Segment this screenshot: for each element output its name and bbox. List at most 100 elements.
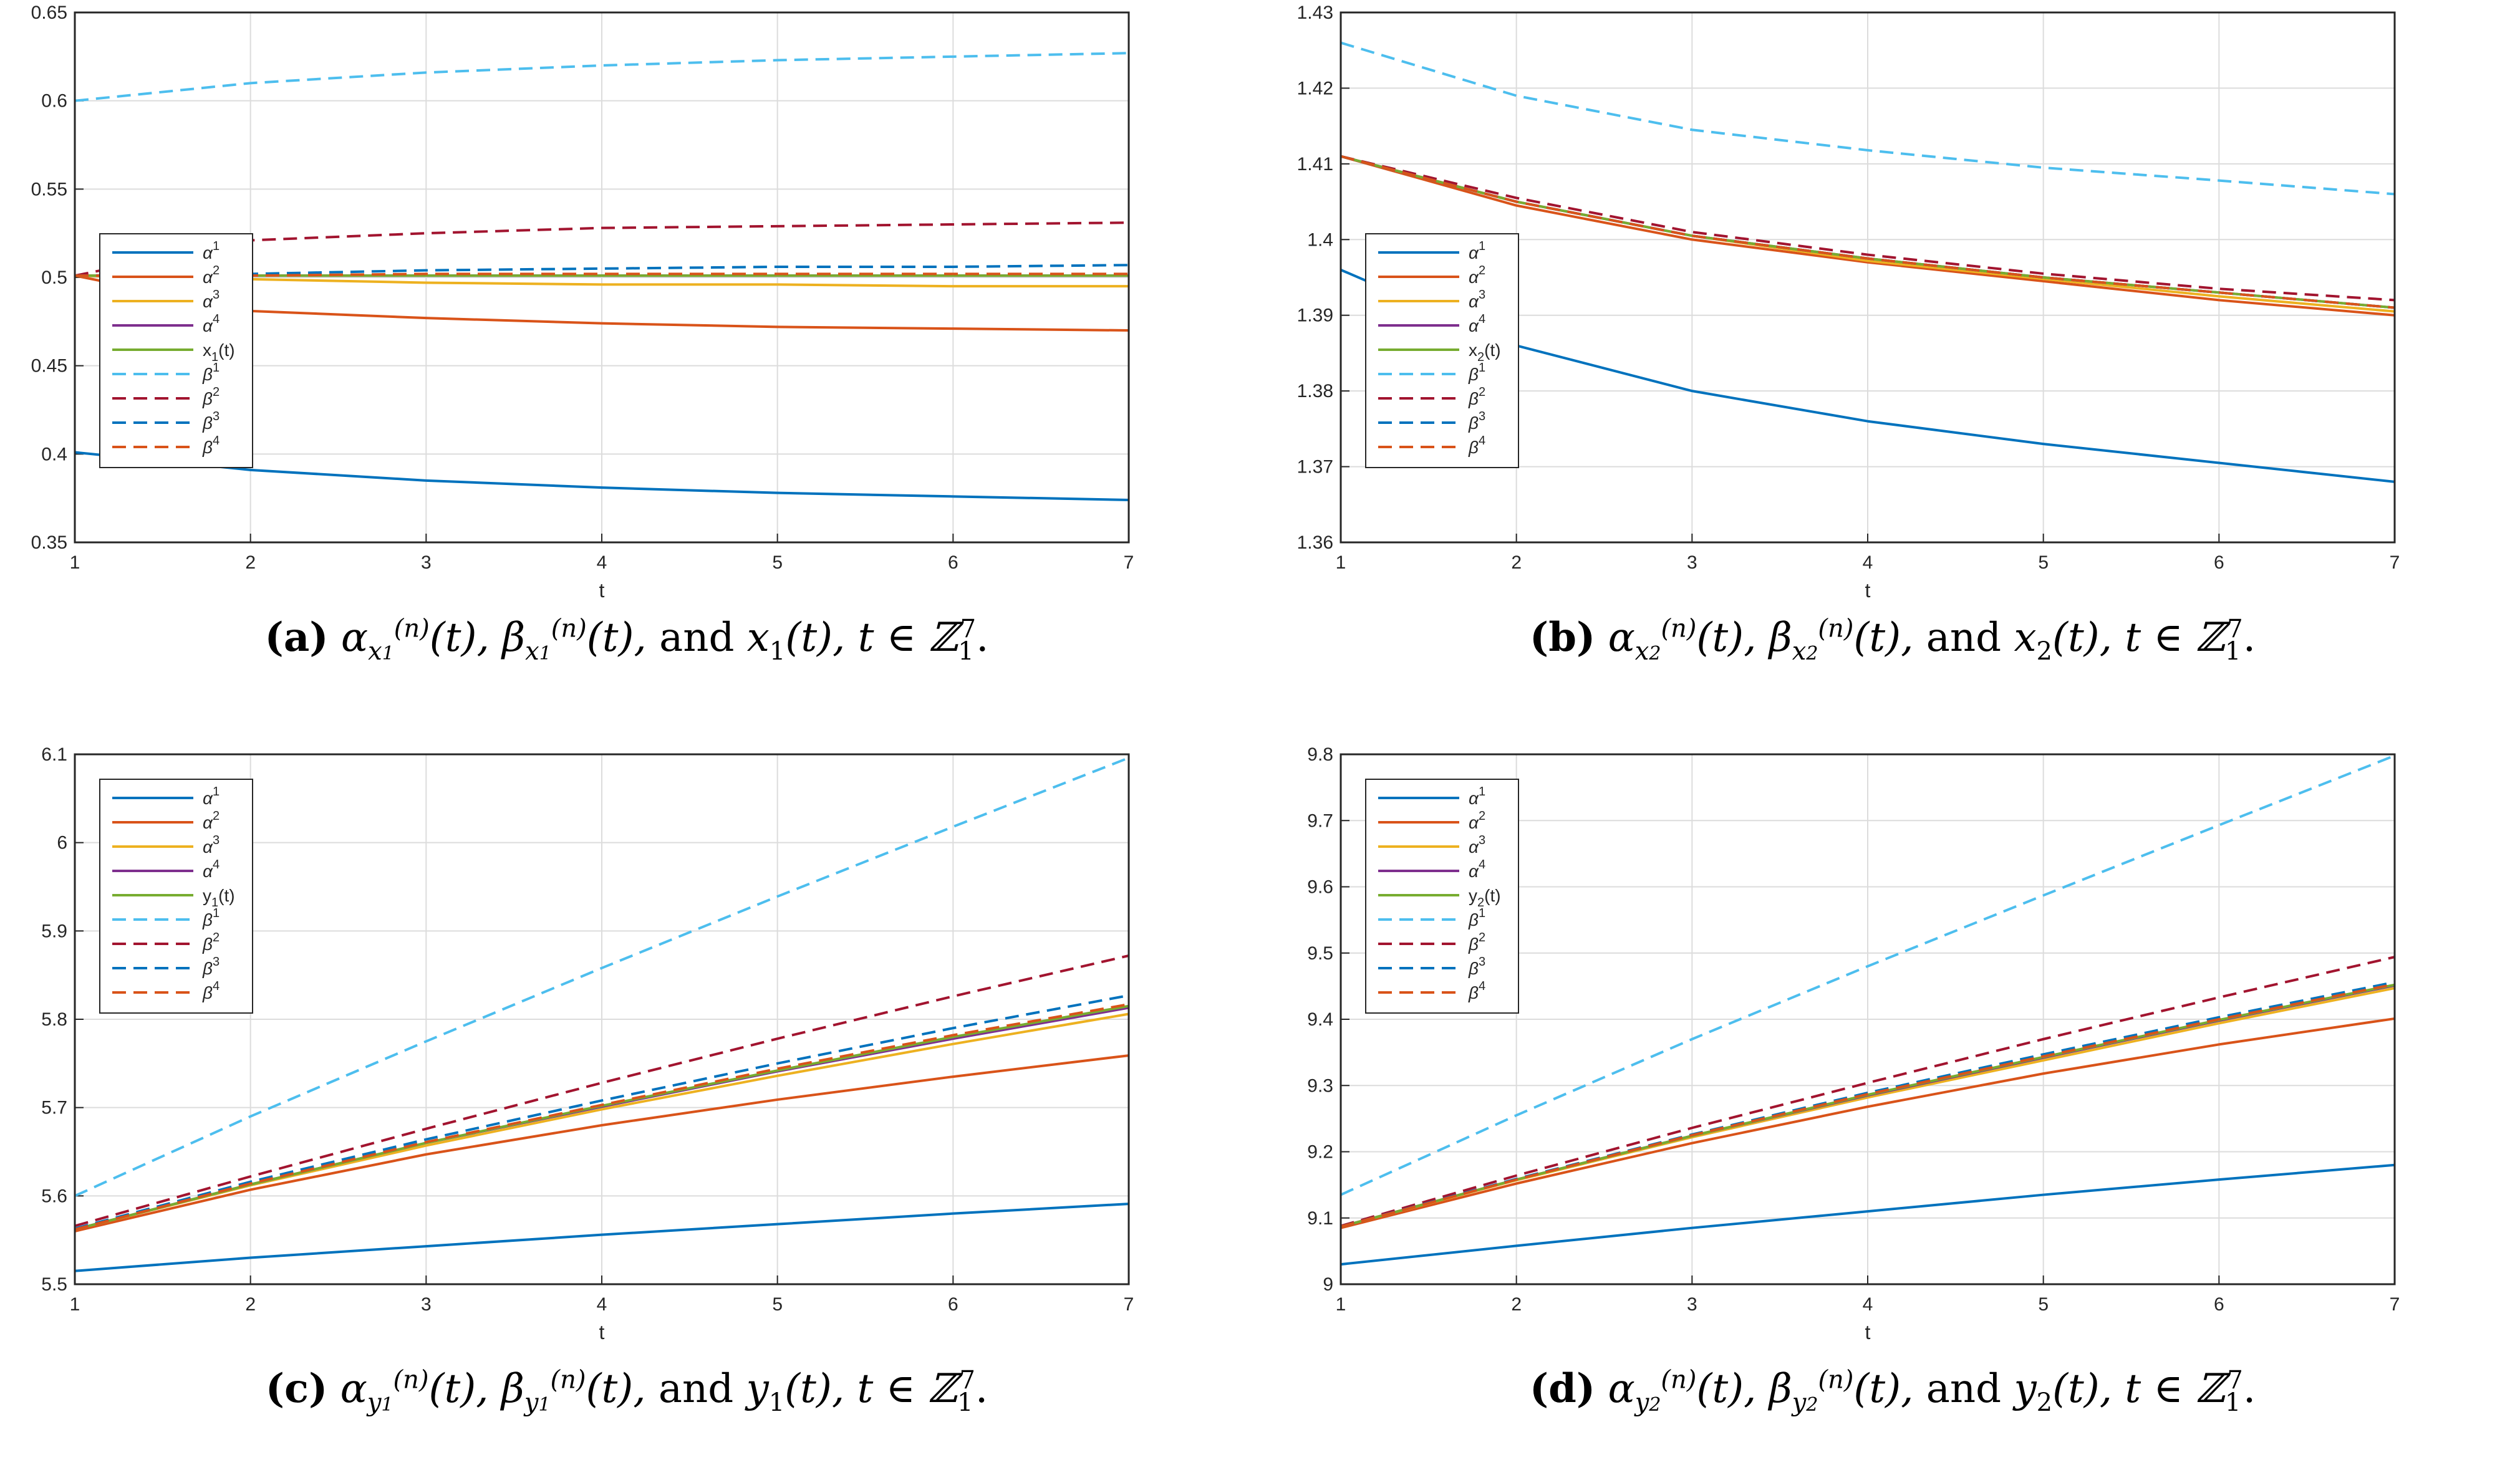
legend-sup: 1 bbox=[1479, 785, 1485, 799]
x-tick-label: 2 bbox=[1511, 552, 1522, 573]
legend-symbol: α bbox=[203, 837, 213, 857]
caption-a-label: (a) bbox=[264, 614, 329, 661]
legend-entry: α2 bbox=[203, 809, 220, 832]
legend-entry: β4 bbox=[202, 979, 220, 1002]
legend-entry: α1 bbox=[203, 239, 220, 262]
legend-entry: β1 bbox=[202, 361, 220, 384]
series-line bbox=[1340, 155, 2395, 302]
legend-symbol: α bbox=[203, 243, 213, 262]
y-tick-label: 9.4 bbox=[1307, 1009, 1333, 1030]
caption-beta-sub: x bbox=[525, 636, 539, 666]
legend-sup: 3 bbox=[213, 955, 220, 969]
legend-sub: 2 bbox=[1477, 896, 1484, 910]
legend-entry: α4 bbox=[203, 858, 220, 881]
x-axis-label: t bbox=[599, 1321, 605, 1340]
y-tick-label: 9.5 bbox=[1307, 943, 1333, 964]
x-tick-label: 3 bbox=[421, 552, 432, 573]
caption-range-sub: 1 bbox=[957, 1388, 973, 1417]
axes-frame bbox=[1340, 11, 2396, 544]
y-tick-label: 0.5 bbox=[41, 267, 67, 288]
x-tick-label: 6 bbox=[2214, 1294, 2224, 1315]
y-tick-label: 0.35 bbox=[31, 532, 67, 553]
legend-entry: α2 bbox=[1469, 809, 1485, 832]
x-axis-label: t bbox=[1865, 579, 1871, 598]
y-tick-label: 5.5 bbox=[41, 1274, 67, 1295]
caption-n: (n) bbox=[551, 614, 587, 643]
legend-symbol: β bbox=[1468, 438, 1479, 457]
legend-symbol: α bbox=[1469, 243, 1479, 262]
legend-symbol: β bbox=[202, 959, 213, 978]
legend-symbol: β bbox=[202, 413, 213, 433]
caption-of-t: (t), bbox=[586, 1366, 646, 1412]
caption-var-sub: 1 bbox=[769, 636, 786, 666]
legend-sup: 4 bbox=[1479, 434, 1485, 448]
legend-sup: 3 bbox=[213, 410, 220, 423]
legend-symbol: β bbox=[202, 983, 213, 1002]
caption-alpha: α bbox=[1608, 615, 1635, 661]
y-tick-label: 0.55 bbox=[31, 179, 67, 199]
x-tick-label: 6 bbox=[2214, 552, 2224, 573]
series-line bbox=[74, 1002, 1129, 1231]
legend-entry: α3 bbox=[1469, 833, 1485, 857]
caption-of-t: (t), bbox=[784, 1366, 845, 1412]
caption-of-t: (t), bbox=[586, 615, 647, 661]
legend-entry: β4 bbox=[1468, 434, 1485, 457]
legend-symbol: β bbox=[1468, 389, 1479, 408]
y-tick-label: 9 bbox=[1323, 1274, 1333, 1295]
chart-a: 1 2 3 4 5 6 70.350.40.450.50.550.60.65tα1α2α3α… bbox=[31, 2, 1134, 598]
legend-entry: α4 bbox=[1469, 858, 1485, 881]
legend-entry: β1 bbox=[1468, 361, 1485, 384]
legend-sup: 1 bbox=[213, 239, 220, 253]
x-tick-label: 4 bbox=[597, 1294, 607, 1315]
legend-sub: 2 bbox=[1477, 350, 1484, 364]
panel-b: 1 2 3 4 5 6 7 1.36 1.37 1.38 1.39 1.4 1.41 1.42 1.43 t α… bbox=[1272, 0, 2513, 717]
legend-symbol: α bbox=[1469, 862, 1479, 881]
x-tick-label: 3 bbox=[1687, 1294, 1697, 1315]
legend-symbol: α bbox=[1469, 813, 1479, 832]
series-line bbox=[74, 954, 1129, 1227]
caption-range-sup: 7 bbox=[2227, 1365, 2243, 1395]
legend-symbol: β bbox=[202, 934, 213, 954]
legend-sub: 1 bbox=[211, 896, 218, 910]
caption-of-t: (t), bbox=[1853, 1366, 1914, 1412]
legend-suffix: (t) bbox=[218, 886, 234, 905]
legend-symbol: β bbox=[202, 365, 213, 384]
legend-entry: α3 bbox=[203, 288, 220, 311]
legend-sub: 1 bbox=[211, 350, 218, 364]
y-tick-label: 5.7 bbox=[41, 1098, 67, 1118]
legend-symbol: β bbox=[1468, 934, 1479, 954]
caption-alpha: α bbox=[340, 615, 369, 661]
legend-entry: α1 bbox=[1469, 239, 1485, 262]
caption-c: (c) αy1(n)(t), βy1(n)(t), and y1(t), t ∈… bbox=[6, 1365, 1247, 1417]
series-line bbox=[74, 994, 1129, 1230]
series-line bbox=[1340, 1017, 2395, 1229]
legend-entry: α1 bbox=[203, 785, 220, 808]
legend-sup: 4 bbox=[1479, 858, 1485, 872]
caption-of-t: (t), bbox=[428, 1366, 489, 1412]
legend-symbol: α bbox=[203, 267, 213, 287]
legend-sup: 2 bbox=[213, 809, 220, 823]
legend-entry: β4 bbox=[1468, 979, 1485, 1002]
legend-entry: β2 bbox=[202, 385, 220, 408]
x-axis-label: t bbox=[599, 579, 605, 598]
legend-entry: β4 bbox=[202, 434, 220, 457]
x-tick-label: 7 bbox=[1124, 552, 1134, 573]
legend-suffix: (t) bbox=[1484, 886, 1500, 905]
legend-symbol: α bbox=[203, 813, 213, 832]
caption-and: and bbox=[1926, 615, 2002, 661]
x-tick-label: 7 bbox=[2390, 1294, 2400, 1315]
legend-sup: 1 bbox=[213, 785, 220, 799]
x-tick-label: 1 bbox=[1336, 1294, 1346, 1315]
series-line bbox=[74, 1054, 1129, 1232]
legend-entry: β3 bbox=[1468, 410, 1485, 433]
legend-sup: 1 bbox=[1479, 906, 1485, 920]
legend-sup: 3 bbox=[1479, 955, 1485, 969]
legend-entry: y1(t) bbox=[203, 886, 235, 910]
legend-sup: 2 bbox=[213, 931, 220, 944]
panel-d: 1 2 3 4 5 6 7 9 9.1 9.2 9.3 9.4 9.5 9.6 9.7 9.8 t α1 α2 α3 α… bbox=[1272, 742, 2513, 1459]
legend-entry: x1(t) bbox=[203, 340, 235, 364]
legend-symbol: α bbox=[203, 316, 213, 335]
legend-symbol: α bbox=[203, 862, 213, 881]
caption-end: . bbox=[975, 1366, 988, 1412]
legend-entry: β3 bbox=[202, 410, 220, 433]
